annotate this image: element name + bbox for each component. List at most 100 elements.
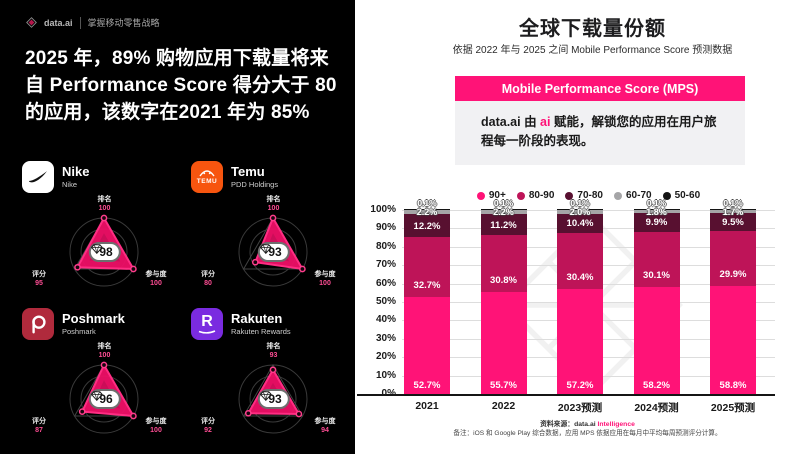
legend-dot-icon [613,191,622,200]
temu-icon: TEMU [191,161,223,193]
axis-value: 100 [319,280,331,288]
segment-50-60 [633,209,680,210]
mps-score-value: 96 [99,392,113,406]
segment-80-90 [404,236,450,298]
radar-axis-left: 评分 80 [187,270,229,288]
legend-dot-icon [565,191,574,200]
bar-2025预测: 58.8% 29.9% 9.5% 1.7% 0.1% 2025预测 [710,198,756,414]
segment-90+ [710,285,756,394]
bar-2023预测: 57.2% 30.4% 10.4% 2.0% 0.1% 2023预测 [557,198,603,414]
app-header: Poshmark Poshmark [22,307,187,341]
segment-80-90 [480,234,527,292]
app-radar-grid: Nike Nike 排名 100 评分 95 参与度 100 98 [22,160,356,448]
y-axis-tick-label: 40% [375,314,396,326]
segment-70-80 [480,214,527,235]
segment-value-label: 10.4% [566,218,594,230]
right-panel: 全球下载量份额 依据 2022 年与 2025 之间 Mobile Perfor… [355,0,793,454]
app-titles: Nike Nike [62,163,90,190]
radar-axis-right: 参与度 100 [302,270,348,288]
legend-label: 60-70 [625,190,652,201]
description-post: 赋能，解锁您的应用在用户旅程每一阶段的表现。 [481,115,717,148]
segment-value-label: 1.7% [722,206,744,217]
app-card-temu: TEMU Temu PDD Holdings 排名 100 评分 80 参与度 … [191,160,356,301]
brand-logo-text: data.ai [44,17,73,28]
segment-80-90 [633,231,680,287]
app-subtitle: Poshmark [62,327,96,337]
segment-value-label: 58.8% [719,380,747,391]
app-subtitle: Rakuten Rewards [231,327,291,337]
axis-label: 参与度 [314,271,336,278]
app-subtitle: Nike [62,180,78,190]
segment-90+ [404,297,450,394]
legend-label: 90+ [488,190,506,201]
radar-axis-top: 排名 100 [191,195,356,213]
rakuten-r-icon: R [191,308,223,340]
app-titles: Poshmark Poshmark [62,311,125,337]
segment-value-label: 2.0% [569,206,591,217]
axis-value: 93 [269,352,278,360]
app-name: Nike [62,163,90,179]
axis-label: 参与度 [145,418,167,425]
mps-score-value: 93 [268,245,282,259]
segment-value-label: 0.1% [646,198,667,208]
axis-label: 评分 [32,418,46,425]
segment-70-80 [557,213,603,233]
mps-banner: Mobile Performance Score (MPS) [455,76,745,101]
app-header: R Rakuten Rakuten Rewards [191,307,356,341]
radar-axis-left: 评分 92 [187,417,229,435]
mps-score-value: 93 [268,392,282,406]
mps-score-pill: 98 [88,242,121,262]
radar-chart-temu: 排名 100 评分 80 参与度 100 93 [191,196,356,300]
x-axis-label: 2023预测 [557,402,603,414]
y-axis-tick-label: 20% [375,351,396,363]
mps-score-pill: 93 [257,389,290,409]
legend-label: 70-80 [577,190,603,201]
segment-value-label: 52.7% [413,380,441,391]
radar-chart-rakuten: 排名 93 评分 92 参与度 94 93 [191,343,356,447]
nike-swoosh-icon [22,161,54,193]
mps-score-pill: 96 [88,389,121,409]
axis-label: 排名 [97,343,112,350]
segment-value-label: 12.2% [413,220,441,232]
source-product: Intelligence [597,421,635,428]
mps-score-value: 98 [99,245,113,259]
segment-value-label: 1.8% [646,206,667,217]
x-axis-label: 2021 [415,400,439,412]
app-header: Nike Nike [22,160,187,194]
segment-value-label: 57.2% [566,380,594,391]
radar-axis-top: 排名 93 [191,342,356,360]
y-axis-tick-label: 80% [375,240,396,252]
segment-60-70 [557,210,603,214]
x-axis-label: 2022 [491,400,516,412]
mps-description-box: data.ai 由 ai 赋能，解锁您的应用在用户旅程每一阶段的表现。 [455,101,745,165]
data-ai-gem-icon [26,17,37,28]
segment-value-label: 55.7% [490,380,517,391]
axis-value: 100 [98,205,111,213]
app-name: Temu [231,163,265,179]
mps-score-pill: 93 [257,242,290,262]
segment-90+ [480,291,527,394]
radar-axis-right: 参与度 100 [133,270,179,288]
segment-value-label: 11.2% [490,219,517,231]
app-card-rakuten: R Rakuten Rakuten Rewards 排名 93 评分 92 参与… [191,307,356,448]
segment-80-90 [710,230,756,286]
app-titles: Rakuten Rakuten Rewards [231,310,291,337]
segment-60-70 [633,210,680,214]
axis-value: 80 [204,280,212,288]
headline-text: 2025 年，89% 购物应用下载量将来自 Performance Score … [25,48,337,123]
app-titles: Temu PDD Holdings [231,163,278,189]
radar-axis-top: 排名 100 [22,195,187,213]
stacked-bar-chart: 100% 90% 80% 70% 60% 50% 40% 30% 20% 10% 0% 52.7% 32… [357,198,775,414]
description-pre: data.ai 由 [481,115,541,129]
poshmark-p-icon [22,308,54,340]
segment-50-60 [557,209,603,210]
legend-item-80-90: 80-90 [516,190,554,201]
axis-value: 92 [204,427,212,435]
segment-value-label: 30.1% [643,269,670,281]
radar-axis-right: 参与度 100 [133,417,179,435]
segment-value-label: 9.9% [645,217,668,229]
app-name: Rakuten [231,310,283,326]
axis-label: 评分 [32,271,46,278]
radar-chart-poshmark: 排名 100 评分 87 参与度 100 96 [22,343,187,447]
